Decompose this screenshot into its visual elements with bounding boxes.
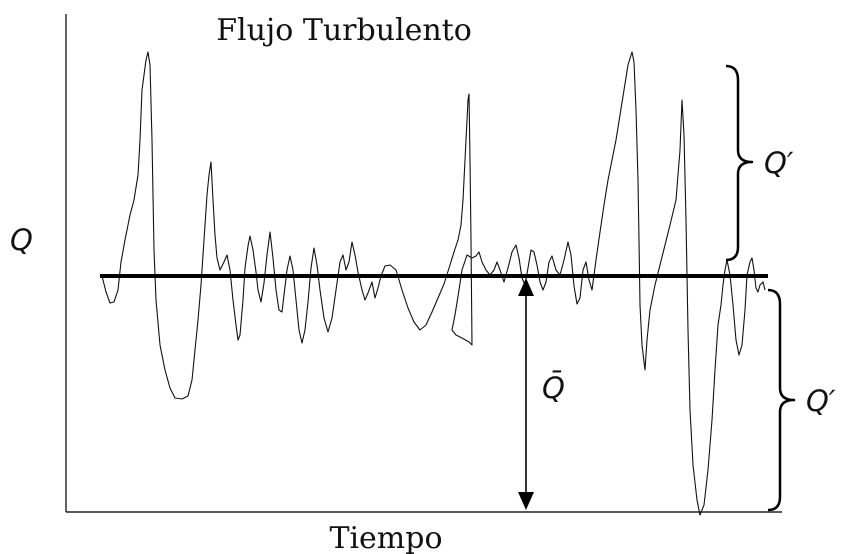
y-axis-label: Q [10, 223, 33, 257]
lower-fluctuation-label: Q′ [806, 384, 836, 418]
upper-fluctuation-brace [725, 64, 754, 262]
upper-fluctuation-label: Q′ [764, 146, 794, 180]
x-axis-label: Tiempo [329, 521, 442, 554]
lower-fluctuation-brace [767, 288, 796, 512]
turbulent-signal-curve [101, 51, 766, 516]
diagram-title: Flujo Turbulento [216, 13, 472, 48]
arrow-head-down [518, 492, 534, 510]
mean-value-label: Q̄ [542, 371, 565, 405]
arrow-head-up [518, 278, 534, 296]
